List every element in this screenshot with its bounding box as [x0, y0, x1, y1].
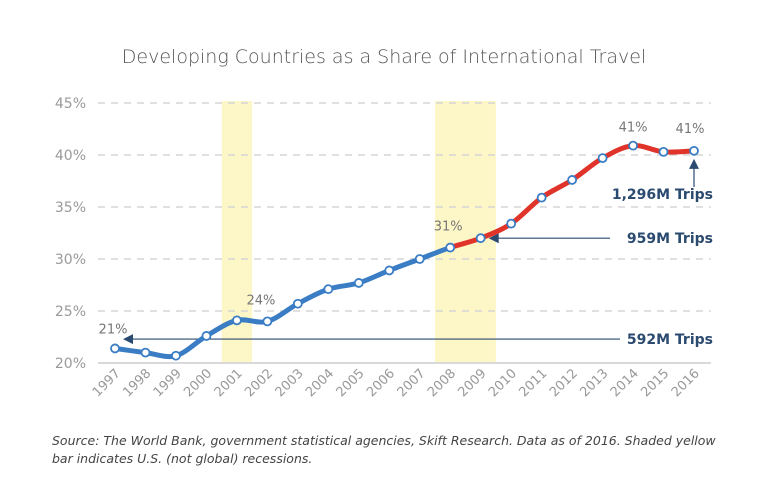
data-point: [231, 315, 242, 326]
x-tick-label: 1999: [151, 366, 185, 400]
data-point: [353, 278, 364, 288]
x-tick-label: 2007: [395, 366, 429, 400]
series-line: [112, 143, 697, 360]
data-point: [597, 153, 608, 164]
data-point: [140, 347, 151, 358]
data-point: [323, 284, 334, 295]
x-tick-label: 2016: [669, 366, 703, 400]
data-point: [658, 146, 669, 157]
y-tick-label: 25%: [55, 304, 86, 320]
data-point: [110, 343, 120, 354]
x-tick-label: 2014: [608, 366, 642, 400]
source-note: Source: The World Bank, government stati…: [52, 433, 716, 466]
x-tick-label: 2005: [334, 366, 368, 400]
data-point: [171, 350, 181, 361]
x-tick-label: 2008: [425, 366, 459, 400]
y-axis: 20% 25% 30% 35% 40% 45%: [55, 96, 86, 372]
series-line-early: [112, 245, 453, 360]
point-label: 41%: [619, 121, 648, 136]
y-tick-label: 45%: [55, 96, 86, 112]
y-tick-label: 35%: [55, 200, 86, 216]
data-point: [475, 233, 486, 244]
annotation-arrowhead: [488, 233, 499, 244]
gridlines: [98, 102, 711, 364]
data-point: [414, 254, 425, 264]
point-label: 21%: [99, 322, 128, 337]
annotations: 592M Trips 959M Trips 1,296M Trips: [123, 158, 713, 348]
x-tick-label: 2013: [577, 366, 611, 400]
data-point: [628, 140, 638, 151]
data-point: [262, 316, 273, 327]
x-axis: 1997199819992000200120022003200420052006…: [90, 366, 703, 400]
x-tick-label: 2009: [456, 366, 490, 400]
data-point: [567, 175, 578, 185]
chart-title: Developing Countries as a Share of Inter…: [121, 46, 647, 68]
annotation-label: 959M Trips: [627, 231, 713, 247]
y-tick-label: 20%: [55, 356, 86, 372]
x-tick-label: 2006: [364, 366, 398, 400]
x-tick-label: 2003: [273, 366, 307, 400]
x-tick-label: 2015: [638, 366, 672, 400]
data-point: [536, 192, 547, 203]
data-point: [292, 298, 303, 309]
data-point: [201, 331, 212, 341]
data-point: [445, 242, 456, 253]
point-label: 31%: [434, 220, 463, 235]
data-point: [506, 218, 517, 229]
x-tick-label: 1997: [90, 366, 124, 400]
point-label: 41%: [676, 122, 705, 137]
x-tick-label: 2011: [516, 366, 550, 400]
point-labels: 21% 24% 31% 41% 41%: [99, 121, 705, 338]
annotation-label: 1,296M Trips: [612, 187, 713, 203]
data-point: [689, 145, 699, 156]
x-tick-label: 2002: [242, 366, 276, 400]
x-tick-label: 2004: [303, 366, 337, 400]
x-tick-label: 1998: [120, 366, 154, 400]
annotation-arrowhead: [689, 158, 699, 169]
point-label: 24%: [246, 293, 275, 308]
data-points: [110, 140, 699, 361]
x-tick-label: 2001: [212, 366, 246, 400]
data-point: [384, 265, 395, 276]
x-tick-label: 2000: [181, 366, 215, 400]
annotation-arrowhead: [123, 334, 133, 345]
annotation-label: 592M Trips: [627, 332, 713, 348]
recession-band: [434, 101, 496, 363]
x-tick-label: 2012: [547, 366, 581, 400]
x-tick-label: 2010: [486, 366, 520, 400]
y-tick-label: 30%: [55, 252, 86, 268]
y-tick-label: 40%: [55, 148, 86, 164]
